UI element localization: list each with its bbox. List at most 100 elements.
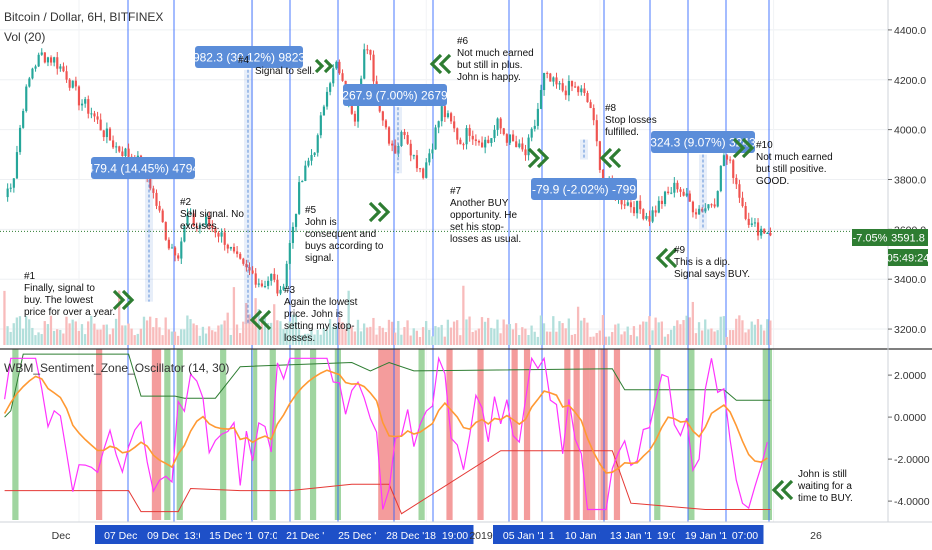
oscillator-axis[interactable]: 2.0000 0.0000 -2.0000 -4.0000	[888, 370, 930, 508]
candle	[68, 79, 71, 88]
volume-bar	[474, 330, 477, 345]
volume-bar	[567, 318, 570, 345]
volume-bar	[229, 334, 232, 345]
volume-bar	[325, 330, 329, 345]
volume-bar	[46, 324, 50, 345]
oscillator-title[interactable]: WBM_Sentiment_Zone_Oscillator (14, 30)	[4, 361, 229, 375]
candle	[474, 139, 477, 141]
annotation-10: #10 Not much earned but still positive. …	[756, 140, 836, 187]
volume-bar	[269, 322, 273, 345]
candle	[471, 135, 474, 140]
candle	[59, 66, 62, 69]
candle	[319, 115, 322, 136]
volume-bar	[394, 332, 397, 345]
candle	[543, 72, 546, 91]
volume-bar	[635, 336, 639, 345]
candle	[313, 152, 316, 156]
volume-bar	[102, 324, 105, 345]
volume-bar	[632, 326, 636, 345]
volume-bar	[626, 326, 629, 345]
candle	[418, 168, 422, 170]
candle	[273, 273, 276, 280]
candle	[372, 54, 375, 82]
volume-bar	[648, 316, 651, 345]
time-tick-label: 28 Dec '18	[386, 530, 436, 542]
candle	[415, 155, 419, 169]
volume-bar	[524, 328, 527, 345]
candle	[449, 113, 453, 122]
volume-bar	[372, 317, 375, 345]
volume-bar	[428, 329, 431, 345]
candle	[428, 153, 431, 163]
volume-bar	[483, 321, 487, 345]
double-chevron-icon	[438, 53, 452, 75]
symbol-title[interactable]: Bitcoin / Dollar, 6H, BITFINEX	[4, 10, 163, 24]
candle	[254, 273, 257, 285]
candle	[316, 135, 319, 153]
candle	[518, 143, 521, 148]
volume-bar	[400, 334, 403, 345]
candle	[180, 241, 183, 259]
candle	[118, 146, 121, 152]
annotation-7: #7 Another BUY opportunity. He set his s…	[450, 186, 521, 245]
volume-bar	[114, 318, 118, 345]
annotation-9: #9 This is a dip. Signal says BUY.	[674, 245, 750, 280]
volume-bar	[12, 323, 15, 345]
candle	[691, 201, 695, 213]
candle	[84, 99, 87, 104]
annotation-8: #8 Stop losses fulfilled.	[605, 103, 659, 138]
volume-bar	[34, 335, 37, 345]
volume-bar	[669, 329, 673, 345]
candle	[670, 192, 673, 194]
volume-bar	[108, 334, 112, 345]
candle	[511, 134, 515, 142]
volume-bar	[666, 334, 670, 345]
volume-bar	[459, 335, 462, 345]
volume-bar	[31, 327, 34, 345]
annotation-2: #2 Sell signal. No excuses.	[180, 197, 247, 232]
candle	[555, 77, 558, 85]
price-tick-label: 4400.0	[894, 25, 926, 37]
double-chevron-icon	[536, 147, 550, 169]
candle	[232, 246, 236, 252]
volume-bar	[375, 334, 378, 345]
volume-bar	[248, 314, 251, 345]
volume-bar	[288, 321, 291, 345]
candle	[87, 99, 90, 114]
volume-bar	[750, 321, 753, 345]
time-tick-label: 15 Dec '18	[209, 530, 259, 542]
volume-bar	[617, 323, 620, 345]
buy-zone	[294, 349, 301, 520]
candle	[760, 228, 763, 236]
candle	[298, 182, 301, 214]
volume-bar	[558, 321, 561, 345]
measure-box-1-text: 479.4 (14.45%) 4794	[87, 162, 199, 176]
candle	[409, 143, 412, 156]
candlestick-series[interactable]	[6, 43, 772, 297]
volume-title[interactable]: Vol (20)	[4, 30, 45, 44]
candle	[341, 73, 344, 81]
candle	[477, 140, 481, 143]
candle	[99, 119, 102, 131]
candle	[499, 118, 502, 129]
volume-bar	[456, 320, 459, 345]
candle	[304, 165, 307, 181]
volume-bar	[766, 319, 769, 345]
volume-bar	[762, 330, 766, 345]
volume-bar	[580, 320, 583, 345]
volume-bar	[142, 316, 146, 345]
grid-lines	[0, 0, 888, 522]
volume-bar	[753, 324, 756, 345]
volume-bar	[611, 332, 614, 345]
buy-zone	[688, 349, 695, 520]
double-chevron-icon	[429, 53, 443, 75]
candle	[595, 120, 598, 142]
candle	[533, 125, 536, 129]
volume-bar	[338, 317, 341, 345]
volume-bar	[691, 301, 694, 345]
sell-zone	[96, 349, 103, 520]
sell-zone	[511, 349, 518, 520]
candle	[12, 178, 15, 188]
